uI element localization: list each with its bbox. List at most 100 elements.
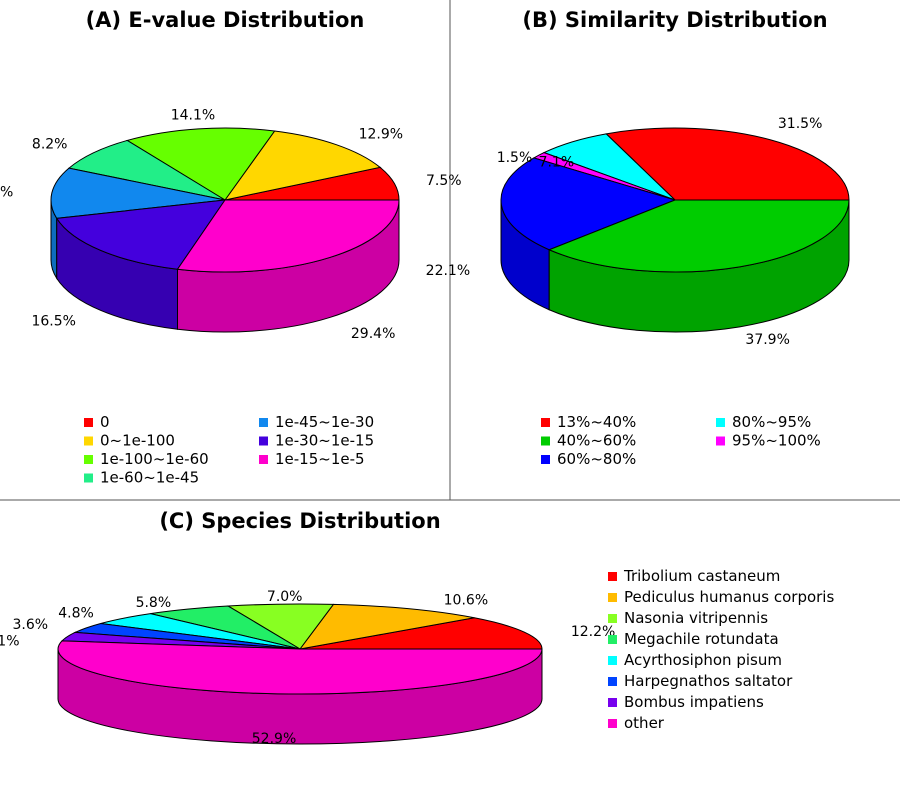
slice-label-acyrthosiphon-pisum: 4.8% <box>58 606 94 622</box>
legend-swatch <box>608 656 617 665</box>
legend-swatch <box>608 635 617 644</box>
pie-chart: 12.2% 10.6% 7.0% 5.8% 4.8% 3.6%3.1% 52.9% <box>0 589 615 747</box>
slice-label-1e-100-1e-60: 14.1% <box>171 108 215 124</box>
slice-label-1e-60-1e-45: 8.2% <box>32 136 68 152</box>
legend-item-acyrthosiphon-pisum: Acyrthosiphon pisum <box>608 651 782 669</box>
legend-swatch <box>608 593 617 602</box>
pie-slice-13-40 <box>605 127 850 201</box>
legend-label: 80%~95% <box>732 413 811 431</box>
legend-item-95-100: 95%~100% <box>716 432 821 450</box>
panel-title: (C) Species Distribution <box>159 509 440 533</box>
legend-label: Tribolium castaneum <box>623 567 780 585</box>
legend-item-megachile-rotundata: Megachile rotundata <box>608 630 779 648</box>
panel-title: (B) Similarity Distribution <box>522 8 827 32</box>
legend-label: Acyrthosiphon pisum <box>624 651 782 669</box>
legend-swatch <box>608 572 617 581</box>
pie-slice-60-80 <box>500 157 677 251</box>
legend-item-1e-45-1e-30: 1e-45~1e-30 <box>259 413 374 431</box>
legend-item-13-40: 13%~40% <box>541 413 636 431</box>
pie-slice-1e-30-1e-15 <box>55 199 227 270</box>
legend-label: 0~1e-100 <box>100 432 175 450</box>
pie-slice-1e-100-1e-60 <box>125 127 276 201</box>
panel-species-distribution: (C) Species Distribution 12.2% 10.6% 7.0% 5… <box>0 509 834 747</box>
legend-swatch <box>259 436 268 446</box>
slice-label-other: 52.9% <box>252 731 296 747</box>
slice-label-harpegnathos-saltator: 3.6% <box>12 617 48 633</box>
legend-item-harpegnathos-saltator: Harpegnathos saltator <box>608 672 793 690</box>
pie-slice-other <box>57 640 543 695</box>
legend-item-1e-100-1e-60: 1e-100~1e-60 <box>84 450 209 468</box>
pie-slice-40-60 <box>547 199 850 273</box>
legend-item-nasonia-vitripennis: Nasonia vitripennis <box>608 609 768 627</box>
legend-label: other <box>624 714 665 732</box>
panel-evalue-distribution: (A) E-value Distribution 7.5% 12.9% 14.1% 8… <box>0 8 462 487</box>
legend-swatch <box>716 436 725 446</box>
legend-swatch <box>84 436 93 446</box>
slice-label-0: 7.5% <box>426 173 462 189</box>
legend-label: 1e-100~1e-60 <box>100 450 209 468</box>
slice-label-80-95: 7.1% <box>539 154 575 170</box>
slice-label-60-80: 22.1% <box>426 263 470 279</box>
slice-label-1e-15-1e-5: 29.4% <box>351 326 395 342</box>
legend-label: 1e-60~1e-45 <box>100 469 199 487</box>
pie-slice-pediculus-humanus-corporis <box>298 603 475 650</box>
legend-label: 13%~40% <box>557 413 636 431</box>
pie-slice-0-1e-100 <box>223 130 382 201</box>
slice-label-95-100: 1.5% <box>497 150 533 166</box>
legend-swatch <box>608 719 617 728</box>
legend-item-60-80: 60%~80% <box>541 450 636 468</box>
panel-similarity-distribution: (B) Similarity Distribution 31.5% 7.1% 1.5… <box>426 8 850 468</box>
legend-swatch <box>608 614 617 623</box>
legend-label: 0 <box>100 413 110 431</box>
legend-item-1e-15-1e-5: 1e-15~1e-5 <box>259 450 365 468</box>
legend-swatch <box>259 455 268 464</box>
legend-label: 60%~80% <box>557 450 636 468</box>
pie-chart: 31.5% 7.1% 1.5% 22.1% 37.9% <box>426 116 850 348</box>
slice-label-13-40: 31.5% <box>778 116 822 132</box>
slice-label-1e-30-1e-15: 16.5% <box>31 314 75 330</box>
legend-item-1e-60-1e-45: 1e-60~1e-45 <box>84 469 199 487</box>
legend-item-tribolium-castaneum: Tribolium castaneum <box>608 567 780 585</box>
slice-label-0-1e-100: 12.9% <box>359 127 403 143</box>
slice-label-bombus-impatiens: 3.1% <box>0 633 20 649</box>
legend-swatch <box>716 418 725 427</box>
panel-title: (A) E-value Distribution <box>86 8 365 32</box>
legend-swatch <box>84 473 93 483</box>
legend-item-0-1e-100: 0~1e-100 <box>84 432 175 450</box>
legend-label: 1e-30~1e-15 <box>275 432 374 450</box>
legend-swatch <box>541 418 550 427</box>
legend-label: Pediculus humanus corporis <box>624 588 834 606</box>
legend-swatch <box>84 455 93 464</box>
legend-swatch <box>259 418 268 427</box>
legend-label: 1e-15~1e-5 <box>275 450 365 468</box>
legend-label: Nasonia vitripennis <box>624 609 768 627</box>
pie-slice-nasonia-vitripennis <box>226 603 335 650</box>
legend-item-bombus-impatiens: Bombus impatiens <box>608 693 764 711</box>
legend-item-pediculus-humanus-corporis: Pediculus humanus corporis <box>608 588 834 606</box>
legend-label: Megachile rotundata <box>624 630 779 648</box>
pie-slice-1e-15-1e-5 <box>176 199 400 273</box>
legend-label: 1e-45~1e-30 <box>275 413 374 431</box>
slice-label-nasonia-vitripennis: 7.0% <box>267 589 303 605</box>
legend-label: 40%~60% <box>557 432 636 450</box>
pie-slice-tribolium-castaneum <box>299 617 543 650</box>
legend-item-1e-30-1e-15: 1e-30~1e-15 <box>259 432 374 450</box>
legend-swatch <box>608 677 617 686</box>
slice-label-1e-45-1e-30: 11.4% <box>0 184 13 200</box>
pie-slice-1e-45-1e-30 <box>50 167 226 219</box>
pie-chart: 7.5% 12.9% 14.1% 8.2% 11.4% 16.5% 29.4% <box>0 108 462 342</box>
legend-swatch <box>541 455 550 464</box>
legend-item-0: 0 <box>84 413 110 431</box>
legend: 13%~40%40%~60%60%~80% 80%~95%95%~100% <box>541 413 821 468</box>
legend-label: Harpegnathos saltator <box>624 672 793 690</box>
slice-label-pediculus-humanus-corporis: 10.6% <box>444 593 488 609</box>
legend-item-40-60: 40%~60% <box>541 432 636 450</box>
legend-label: Bombus impatiens <box>624 693 764 711</box>
slice-label-megachile-rotundata: 5.8% <box>136 595 172 611</box>
legend-label: 95%~100% <box>732 432 821 450</box>
slice-label-40-60: 37.9% <box>745 332 789 348</box>
legend-swatch <box>608 698 617 707</box>
legend-item-other: other <box>608 714 665 732</box>
legend-swatch <box>84 418 93 427</box>
